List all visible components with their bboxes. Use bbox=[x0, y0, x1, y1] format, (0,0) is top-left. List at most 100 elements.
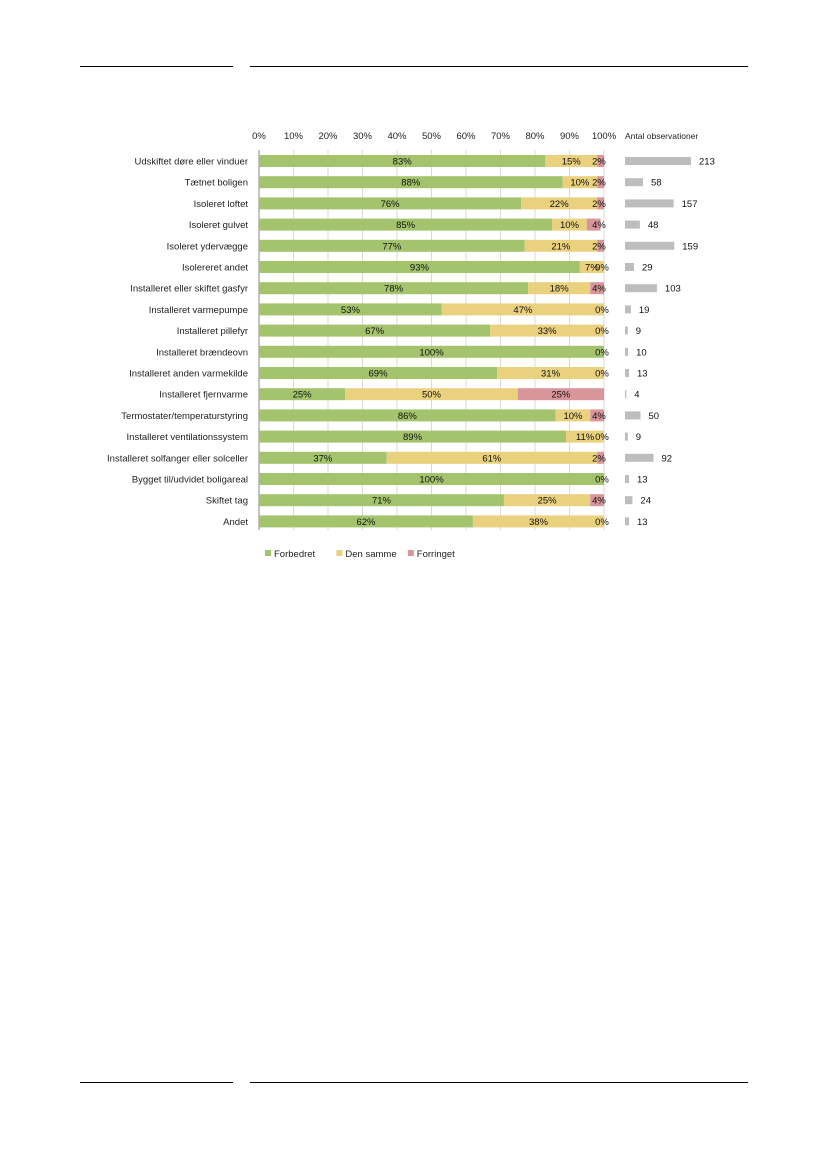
observation-value: 157 bbox=[682, 199, 698, 210]
x-tick-label: 90% bbox=[560, 131, 580, 142]
bar-data-label: 0% bbox=[595, 305, 609, 316]
bar-data-label: 18% bbox=[550, 284, 570, 295]
bar-segment-forbedret bbox=[259, 409, 556, 422]
x-tick-label: 0% bbox=[252, 131, 266, 142]
bar-data-label: 69% bbox=[369, 369, 389, 380]
bar-segment-den-samme bbox=[528, 282, 591, 295]
bar-data-label: 0% bbox=[595, 263, 609, 274]
bar-data-label: 76% bbox=[381, 199, 401, 210]
bar-segment-forbedret bbox=[259, 155, 546, 167]
bar-segment-forringet bbox=[597, 155, 604, 167]
observation-value: 4 bbox=[634, 390, 639, 401]
bar-data-label: 0% bbox=[595, 326, 609, 337]
bar-segment-forbedret bbox=[259, 367, 498, 379]
header-rule-left bbox=[80, 66, 233, 67]
category-label: Isolereret andet bbox=[182, 263, 248, 274]
bar-data-label: 100% bbox=[419, 475, 444, 486]
x-tick-label: 50% bbox=[422, 131, 442, 142]
observation-value: 213 bbox=[699, 157, 715, 168]
x-tick-label: 10% bbox=[284, 131, 304, 142]
observation-value: 92 bbox=[662, 453, 673, 464]
bar-data-label: 47% bbox=[513, 305, 533, 316]
footer-rule-right bbox=[250, 1082, 748, 1083]
bar-segment-forbedret bbox=[259, 494, 504, 507]
category-label: Skiftet tag bbox=[206, 496, 248, 507]
category-label: Installeret pillefyr bbox=[177, 326, 248, 337]
bar-data-label: 4% bbox=[592, 411, 606, 422]
bar-data-label: 0% bbox=[595, 475, 609, 486]
observation-bar bbox=[625, 517, 630, 526]
category-label: Bygget til/udvidet boligareal bbox=[132, 475, 248, 486]
observation-bar bbox=[625, 157, 691, 165]
x-tick-label: 20% bbox=[318, 131, 338, 142]
bar-data-label: 7% bbox=[585, 263, 599, 274]
bar-data-label: 89% bbox=[403, 432, 423, 443]
category-label: Isoleret loftet bbox=[194, 199, 249, 210]
bar-data-label: 88% bbox=[401, 178, 421, 189]
bar-data-label: 15% bbox=[562, 157, 582, 168]
bar-data-label: 50% bbox=[422, 390, 442, 401]
legend-label: Den samme bbox=[345, 549, 396, 560]
observation-bar bbox=[625, 199, 674, 208]
legend-label: Forringet bbox=[417, 549, 455, 560]
observation-bar bbox=[625, 178, 643, 187]
observation-value: 24 bbox=[640, 496, 651, 507]
observation-value: 58 bbox=[651, 178, 662, 189]
bar-segment-forbedret bbox=[259, 515, 473, 528]
observation-bar bbox=[625, 241, 675, 250]
bar-data-label: 11% bbox=[576, 432, 595, 443]
category-label: Installeret ventilationssystem bbox=[127, 432, 249, 443]
bar-data-label: 4% bbox=[592, 284, 606, 295]
bar-segment-forbedret bbox=[259, 303, 442, 316]
bar-data-label: 22% bbox=[550, 199, 570, 210]
bar-data-label: 86% bbox=[398, 411, 418, 422]
x-tick-label: 60% bbox=[456, 131, 476, 142]
bar-segment-den-samme bbox=[524, 239, 598, 252]
bar-segment-den-samme bbox=[566, 430, 604, 443]
bar-segment-den-samme bbox=[497, 367, 604, 379]
bar-data-label: 100% bbox=[419, 347, 444, 358]
observation-value: 9 bbox=[636, 432, 641, 443]
bar-data-label: 83% bbox=[393, 157, 413, 168]
bar-data-label: 10% bbox=[563, 411, 583, 422]
observation-value: 48 bbox=[648, 220, 659, 231]
bar-segment-den-samme bbox=[552, 218, 587, 231]
bar-segment-den-samme bbox=[555, 409, 591, 422]
observation-bar bbox=[625, 475, 630, 483]
x-tick-label: 30% bbox=[353, 131, 373, 142]
bar-data-label: 0% bbox=[595, 432, 609, 443]
legend-label: Forbedret bbox=[274, 549, 316, 560]
bar-data-label: 38% bbox=[529, 517, 549, 528]
bar-data-label: 25% bbox=[538, 496, 558, 507]
observation-value: 29 bbox=[642, 263, 653, 274]
bar-segment-forringet bbox=[597, 176, 604, 189]
category-label: Isoleret gulvet bbox=[189, 220, 249, 231]
bar-data-label: 4% bbox=[592, 496, 606, 507]
bar-segment-den-samme bbox=[521, 197, 598, 210]
bar-data-label: 67% bbox=[365, 326, 385, 337]
category-label: Udskiftet døre eller vinduer bbox=[134, 157, 248, 168]
bar-data-label: 53% bbox=[341, 305, 361, 316]
x-tick-label: 40% bbox=[387, 131, 407, 142]
bar-data-label: 4% bbox=[592, 220, 606, 231]
observation-value: 13 bbox=[637, 475, 648, 486]
bar-segment-forbedret bbox=[259, 388, 346, 401]
bar-segment-den-samme bbox=[472, 515, 604, 528]
bar-segment-den-samme bbox=[562, 176, 598, 189]
category-label: Installeret fjernvarme bbox=[159, 390, 248, 401]
observations-title: Antal observationer bbox=[625, 131, 698, 141]
bar-data-label: 62% bbox=[356, 517, 376, 528]
bar-data-label: 93% bbox=[410, 263, 430, 274]
bar-segment-den-samme bbox=[386, 451, 598, 464]
legend-swatch bbox=[407, 550, 414, 556]
header-rule-right bbox=[250, 66, 748, 67]
observation-bar bbox=[625, 220, 640, 229]
observation-bar bbox=[625, 284, 657, 293]
bar-data-label: 71% bbox=[372, 496, 392, 507]
bar-data-label: 31% bbox=[541, 369, 561, 380]
observation-bar bbox=[625, 347, 629, 356]
category-label: Termostater/temperaturstyring bbox=[121, 411, 248, 422]
legend-swatch bbox=[336, 550, 343, 556]
bar-segment-forringet bbox=[590, 282, 604, 295]
